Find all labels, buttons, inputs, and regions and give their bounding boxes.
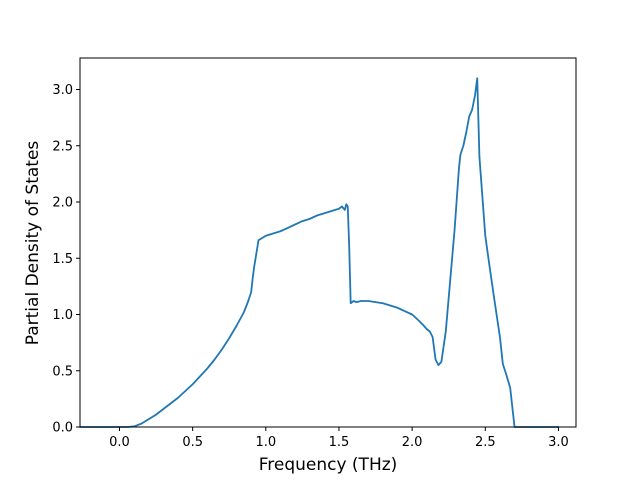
x-tick-label: 3.0: [548, 435, 569, 450]
series-line: [79, 77, 560, 428]
x-axis-label: Frequency (THz): [259, 455, 398, 475]
plot-area: [79, 57, 577, 428]
y-tick-label: 0.5: [52, 364, 73, 379]
x-tick-label: 2.5: [475, 435, 496, 450]
x-tick-label: 0.0: [109, 435, 130, 450]
x-tick-label: 1.5: [329, 435, 350, 450]
y-tick-label: 0.0: [52, 421, 73, 436]
x-tick-label: 2.0: [402, 435, 423, 450]
y-tick-label: 1.5: [52, 252, 73, 267]
x-tick-label: 1.0: [255, 435, 276, 450]
axes-frame: [79, 57, 577, 428]
y-axis-label: Partial Density of States: [23, 141, 43, 346]
y-tick-label: 3.0: [52, 83, 73, 98]
x-tick-label: 0.5: [182, 435, 203, 450]
y-tick-label: 2.0: [52, 196, 73, 211]
x-axis-ticks: 0.0 0.5 1.0 1.5 2.0 2.5 3.0: [109, 427, 569, 450]
y-tick-label: 1.0: [52, 308, 73, 323]
y-axis-ticks: 0.0 0.5 1.0 1.5 2.0 2.5 3.0: [52, 83, 80, 436]
y-tick-label: 2.5: [52, 139, 73, 154]
